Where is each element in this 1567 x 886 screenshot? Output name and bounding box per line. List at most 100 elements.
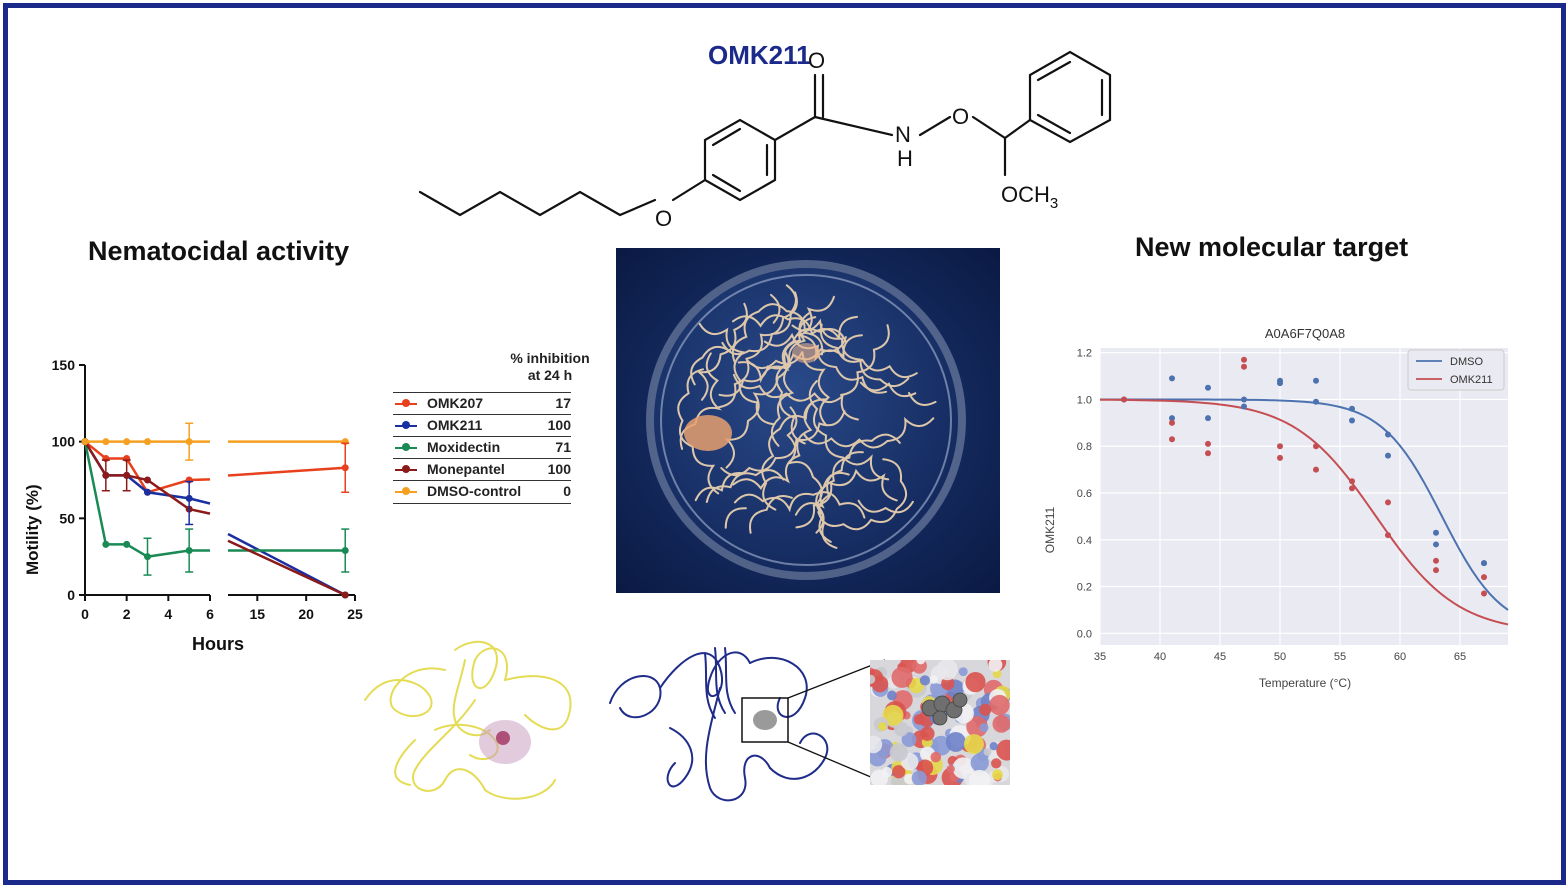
data-point-omk211 [1313, 443, 1319, 450]
surface-atom [941, 676, 955, 691]
worm [749, 494, 793, 534]
surface-atom [989, 741, 998, 751]
section-title-right: New molecular target [1135, 232, 1409, 262]
tpp-title: A0A6F7Q0A8 [1265, 326, 1345, 341]
surface-atom [979, 723, 989, 733]
data-point-omk211 [1349, 478, 1355, 485]
inhibition-table-header: % inhibition at 24 h [490, 350, 610, 384]
worm [802, 416, 935, 449]
surface-atom [958, 667, 968, 677]
tpp-x-tick-label: 55 [1334, 651, 1346, 663]
fit-curve-omk211 [1099, 398, 1509, 626]
table-row-value: 0 [563, 483, 571, 499]
surface-atom [871, 675, 889, 693]
motility-y-tick-label: 100 [52, 434, 76, 450]
data-point-omk211 [1277, 454, 1283, 461]
zoom-box [741, 697, 789, 743]
worm [817, 458, 908, 531]
table-row-name: Monepantel [427, 461, 505, 477]
worm [761, 398, 828, 511]
surface-atom [992, 769, 1003, 781]
surface-atom [919, 675, 931, 686]
legend-dmso: DMSO [1450, 356, 1483, 368]
surface-atom [966, 716, 988, 738]
worm [818, 451, 864, 549]
surface-atom [887, 690, 897, 701]
atom-o-carbonyl: O [808, 48, 825, 73]
protein-structure-blue [609, 647, 829, 802]
surface-atom [930, 751, 942, 763]
data-point-monepantel [341, 591, 349, 599]
data-point-omk211 [1241, 356, 1247, 363]
worm [820, 323, 918, 379]
motility-y-tick-label: 150 [52, 357, 76, 373]
surface-atom [988, 660, 1003, 672]
table-row-value: 71 [555, 439, 571, 455]
surface-atom [889, 743, 909, 762]
tpp-y-tick-label: 0.4 [1077, 535, 1092, 547]
worm [721, 284, 797, 356]
motility-x-tick-label: 4 [164, 606, 172, 622]
series-line-monepantel [83, 441, 211, 515]
data-point-dmso [1277, 380, 1283, 387]
worm [724, 507, 747, 529]
data-point-dmso-control [123, 438, 131, 446]
zoom-connector [787, 659, 886, 784]
motility-x-tick-label: 6 [206, 606, 214, 622]
inhibition-header-line2: at 24 h [527, 367, 573, 383]
series-line-omk207-right [227, 466, 346, 477]
tpp-y-tick-label: 1.2 [1077, 348, 1092, 360]
worm [731, 303, 824, 364]
motility-x-tick-label: 20 [298, 606, 314, 622]
motility-y-tick-label: 0 [67, 587, 75, 603]
tpp-y-tick-label: 1.0 [1077, 394, 1092, 406]
table-row: OMK211 100 [393, 414, 571, 437]
worm [733, 491, 866, 519]
tpp-x-tick-label: 35 [1094, 651, 1106, 663]
table-row-value: 100 [547, 461, 571, 477]
data-point-omk211 [1481, 574, 1487, 581]
data-point-omk211 [1169, 436, 1175, 443]
legend-marker-moxidectin [402, 443, 410, 451]
table-row-name: Moxidectin [427, 439, 501, 455]
data-point-dmso [1433, 529, 1439, 536]
worm [808, 380, 890, 481]
figure-frame [3, 3, 1566, 885]
worm [695, 302, 748, 401]
data-point-dmso [1313, 377, 1319, 384]
worm [770, 293, 781, 324]
surface-atom [878, 722, 887, 731]
atom-o-aryl-ether: O [655, 206, 672, 231]
surface-atom [881, 766, 893, 778]
data-point-omk211 [1385, 532, 1391, 539]
motility-x-tick-label: 25 [347, 606, 363, 622]
legend-marker-omk207 [402, 399, 410, 407]
data-point-dmso-control [102, 438, 110, 446]
motility-x-tick-label: 15 [250, 606, 266, 622]
surface-atom [983, 747, 992, 756]
data-point-omk211 [1481, 590, 1487, 597]
worm [857, 499, 914, 514]
surface-atom [920, 726, 935, 741]
worm [770, 312, 811, 447]
worm [784, 406, 825, 534]
tpp-y-label: OMK211 [1043, 506, 1057, 553]
data-point-omk211 [144, 488, 151, 496]
surface-atom [911, 770, 927, 785]
data-point-dmso [1349, 405, 1355, 412]
worm [795, 468, 898, 529]
atom-n: N [895, 122, 911, 147]
surface-atom [992, 714, 1011, 733]
data-point-omk211 [1241, 363, 1247, 370]
data-point-dmso [1313, 398, 1319, 405]
surface-atom [946, 764, 955, 774]
tpp-x-tick-label: 50 [1274, 651, 1286, 663]
section-title-left: Nematocidal activity [88, 236, 350, 266]
data-point-dmso [1241, 403, 1247, 410]
surface-atom [965, 671, 986, 693]
data-point-omk211 [1385, 499, 1391, 506]
surface-atom [882, 704, 904, 726]
surface-atom [963, 734, 984, 755]
worm [775, 316, 817, 445]
tpp-legend: DMSO OMK211 [1407, 349, 1505, 391]
